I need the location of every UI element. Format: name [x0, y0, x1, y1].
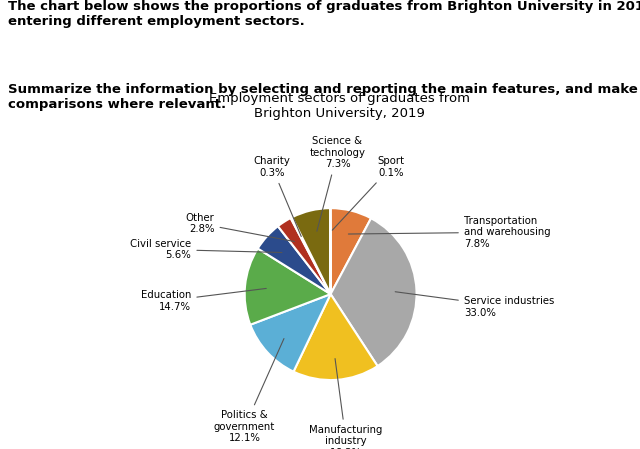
Text: Sport
0.1%: Sport 0.1%: [332, 156, 404, 230]
Wedge shape: [244, 248, 331, 325]
Text: The chart below shows the proportions of graduates from Brighton University in 2: The chart below shows the proportions of…: [8, 0, 640, 28]
Wedge shape: [278, 218, 331, 294]
Text: Education
14.7%: Education 14.7%: [141, 288, 266, 312]
Text: Charity
0.3%: Charity 0.3%: [253, 156, 301, 237]
Wedge shape: [331, 218, 417, 366]
Text: Service industries
33.0%: Service industries 33.0%: [395, 292, 554, 318]
Text: Politics &
government
12.1%: Politics & government 12.1%: [214, 339, 284, 443]
Text: Transportation
and warehousing
7.8%: Transportation and warehousing 7.8%: [348, 216, 550, 249]
Title: Employment sectors of graduates from
Brighton University, 2019: Employment sectors of graduates from Bri…: [209, 92, 470, 120]
Wedge shape: [291, 217, 331, 294]
Text: Manufacturing
industry
16.3%: Manufacturing industry 16.3%: [309, 359, 383, 449]
Wedge shape: [331, 208, 371, 294]
Text: Civil service
5.6%: Civil service 5.6%: [130, 238, 282, 260]
Wedge shape: [292, 208, 331, 294]
Text: Other
2.8%: Other 2.8%: [186, 213, 294, 242]
Text: Summarize the information by selecting and reporting the main features, and make: Summarize the information by selecting a…: [8, 84, 637, 111]
Wedge shape: [258, 226, 331, 294]
Wedge shape: [250, 294, 331, 372]
Text: Science &
technology
7.3%: Science & technology 7.3%: [310, 136, 365, 231]
Wedge shape: [294, 294, 378, 380]
